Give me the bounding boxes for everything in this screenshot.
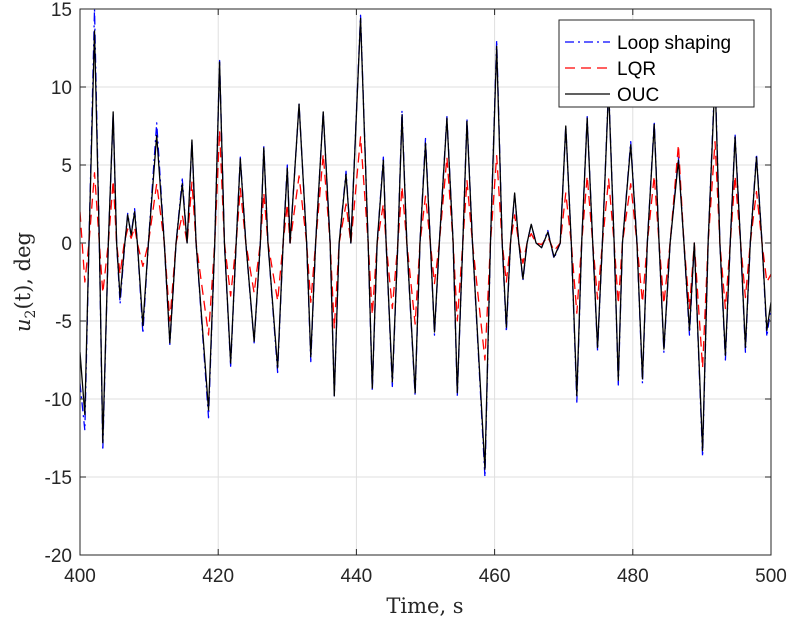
y-axis-label-sub: 2 <box>23 310 39 319</box>
y-axis-label: u2(t), deg <box>11 232 39 332</box>
y-tick-label: 5 <box>61 156 72 177</box>
x-tick-label: 500 <box>755 566 787 587</box>
y-tick-label: 15 <box>51 0 72 21</box>
x-tick-label: 440 <box>341 566 373 587</box>
y-tick-label: 10 <box>51 78 72 99</box>
legend-label-loop-shaping: Loop shaping <box>617 33 731 54</box>
x-tick-label: 420 <box>202 566 234 587</box>
legend: Loop shaping LQR OUC <box>558 19 755 108</box>
legend-label-lqr: LQR <box>617 59 656 80</box>
x-tick-label: 460 <box>479 566 511 587</box>
series-line-loop-shaping <box>80 9 771 478</box>
y-axis-label-var: u <box>11 318 35 332</box>
legend-box <box>558 19 755 108</box>
y-axis-label-rest: (t), deg <box>11 232 35 310</box>
series-layer <box>80 9 771 478</box>
x-axis-label: Time, s <box>386 594 463 618</box>
y-tick-label: -20 <box>45 546 72 567</box>
series-line-lqr <box>80 130 771 369</box>
y-tick-label: -15 <box>45 468 72 489</box>
y-tick-labels: -20 -15 -10 -5 0 5 10 15 <box>45 0 72 567</box>
ticks <box>79 8 772 556</box>
legend-label-ouc: OUC <box>617 85 659 106</box>
x-tick-label: 400 <box>64 566 96 587</box>
axes-box <box>79 8 772 556</box>
y-tick-label: -10 <box>45 390 72 411</box>
y-tick-label: -5 <box>55 312 72 333</box>
y-tick-label: 0 <box>61 234 72 255</box>
x-tick-label: 480 <box>617 566 649 587</box>
x-tick-labels: 400 420 440 460 480 500 <box>64 566 787 587</box>
series-line-ouc <box>80 17 771 470</box>
